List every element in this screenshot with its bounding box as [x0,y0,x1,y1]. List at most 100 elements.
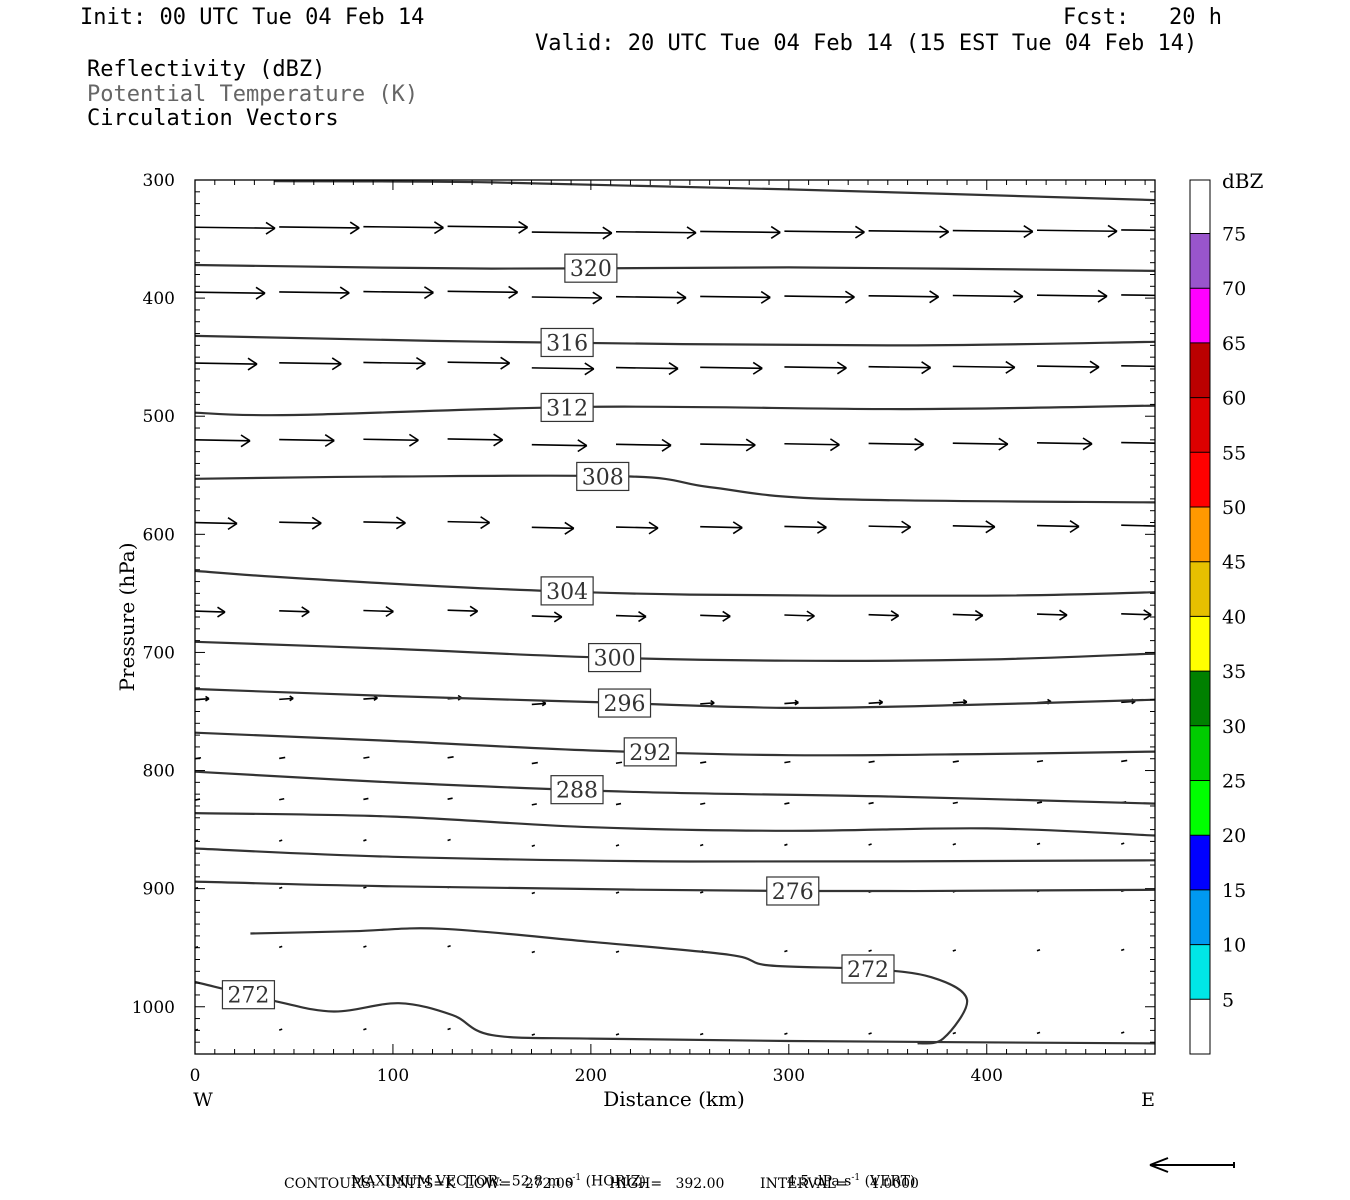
vector-arrow [868,843,872,846]
forecast-hour: Fcst: 20 h [1063,5,1222,30]
vector-arrow [868,699,884,706]
colorbar-outline [1189,179,1211,1055]
vector-arrow [699,891,704,894]
theta-contour [195,334,1155,347]
vector-arrow [447,356,511,370]
contour-label: 320 [570,257,612,282]
theta-contour [250,927,969,1045]
vector-arrow [784,361,847,375]
colorbar-swatch [1190,616,1210,672]
vector-arrow [700,610,731,622]
vector-arrow [363,516,406,530]
vector-arrow [1036,801,1043,804]
plot-frame [194,179,1156,1055]
vector-arrow [531,891,536,895]
vector-arrow [700,761,707,764]
vector-arrow [1036,842,1041,846]
vector-arrow [531,521,575,535]
vector-arrow [952,949,957,952]
colorbar-label: 40 [1222,606,1246,628]
colorbar-label: 55 [1222,442,1246,464]
vector-arrow [278,839,283,842]
contour-label: 300 [594,647,636,672]
contour-label-box [540,327,594,358]
colorbar-swatch [1190,233,1210,289]
vector-arrow [700,361,763,375]
contour-label-box [564,253,618,283]
max-vector-horiz: MAXIMUM VECTOR: 52.8 m s-1 (HORIZ) [350,1173,646,1190]
vector-arrow [531,950,536,954]
vector-arrow [615,291,687,305]
vector-arrow [784,1032,788,1036]
colorbar-swatch [1190,342,1210,398]
vector-arrow [1121,609,1152,621]
contour-label-box [540,576,594,606]
vector-arrow [279,286,350,300]
vector-arrow [952,437,1009,451]
vector-arrow [700,521,743,535]
vector-arrow [952,760,959,763]
contour-label: 272 [847,958,889,983]
vector-arrow [1120,1031,1125,1034]
contour-label: 288 [556,779,598,804]
field-label-vectors: Circulation Vectors [87,106,339,131]
y-tick-label: 500 [143,407,175,427]
x-tick-label: 0 [190,1066,201,1086]
vector-arrow [447,797,453,800]
vector-arrow [1036,1031,1041,1035]
theta-contour [195,847,1155,863]
init-time: Init: 00 UTC Tue 04 Feb 14 [80,5,425,30]
vector-arrow [700,290,771,304]
reference-vector-icon [1149,1157,1235,1173]
theta-contour [274,180,1155,202]
y-axis-label: Pressure (hPa) [115,543,139,692]
vector-arrow [615,438,672,452]
vector-arrow [447,838,451,842]
vector-arrow [952,609,984,621]
vector-arrow [447,945,451,948]
colorbar-swatch [1190,944,1210,1000]
vector-arrow [784,843,788,847]
vector-arrow [195,695,210,702]
vector-arrow [1121,759,1128,763]
vector-arrow [784,438,840,452]
vector-arrow [1120,948,1125,952]
theta-contour [195,569,1155,597]
vector-arrow [700,802,706,806]
vector-arrow [279,695,294,702]
vector-arrow [195,798,201,801]
theta-contour [195,980,1155,1045]
theta-contour [195,812,1155,837]
vector-arrow [868,610,900,622]
theta-contour [195,687,1155,710]
vector-arrow [279,516,322,530]
vector-arrow [531,761,538,765]
vector-arrow [447,516,491,530]
contour-info: CONTOURS: UNITS=K LOW= 272.00 HIGH= 392.… [284,1176,919,1192]
vector-arrow [615,891,620,894]
colorbar-swatch [1190,452,1210,507]
vector-arrow [447,220,529,234]
colorbar-label: 60 [1222,388,1246,410]
vector-arrow [279,606,310,618]
contour-label-box [597,688,652,718]
contour-label: 316 [546,331,588,356]
vector-arrow [531,1033,536,1036]
vector-arrow [699,1032,704,1036]
vector-arrow [868,801,874,805]
vector-arrow [531,362,595,376]
vector-arrow [279,434,335,448]
contour-label: 312 [546,396,588,421]
vector-arrow [868,361,932,375]
vector-arrow [363,356,426,370]
vector-arrow [1036,289,1108,303]
vector-arrow [868,437,925,451]
vector-arrow [363,221,444,235]
vector-arrow [1036,519,1080,534]
vector-arrow [363,1028,367,1031]
vector-arrow [784,225,865,239]
max-vector-vert: 4.5 dPa s-1 (VERT) [786,1173,916,1190]
colorbar-label: 65 [1222,333,1246,355]
contour-label: 292 [629,741,671,766]
vector-arrow [952,1031,957,1035]
